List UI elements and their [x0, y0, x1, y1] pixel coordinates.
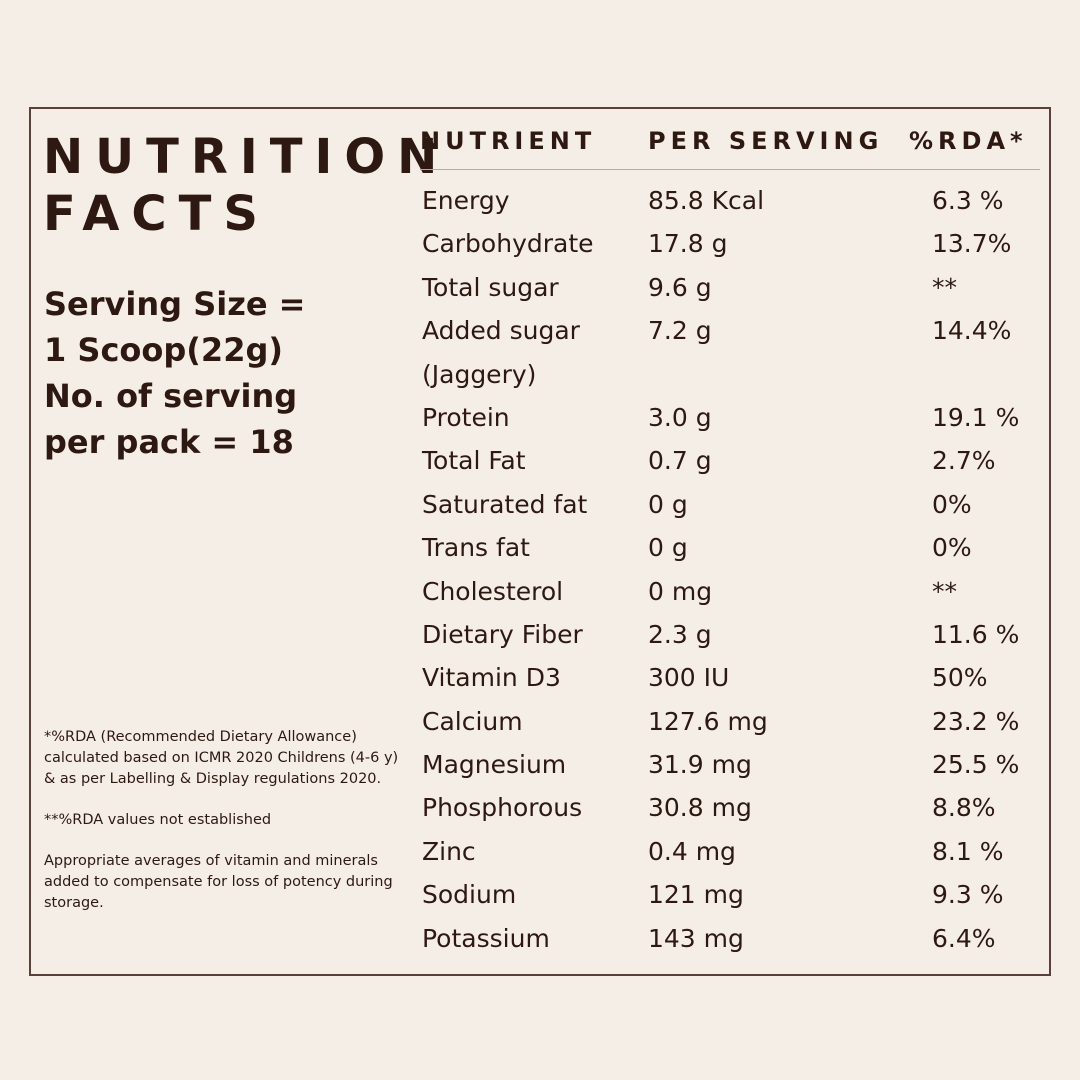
footnote-rda: *%RDA (Recommended Dietary Allowance) ca… — [44, 729, 399, 787]
left-column: NUTRITION FACTS Serving Size = 1 Scoop(2… — [43, 129, 450, 465]
header-nutrient: NUTRIENT — [420, 127, 597, 155]
table-row: Magnesium 31.9 mg 25.5 % — [420, 743, 1040, 786]
table-row: Zinc 0.4 mg 8.1 % — [420, 830, 1040, 873]
nutrient-cell: Vitamin D3 — [422, 663, 561, 693]
table-row: Vitamin D3 300 IU 50% — [420, 656, 1040, 699]
serving-line-3: No. of serving — [44, 377, 298, 415]
title-line-1: NUTRITION — [43, 129, 450, 185]
serving-line-2: 1 Scoop(22g) — [44, 331, 283, 369]
table-row: Dietary Fiber 2.3 g 11.6 % — [420, 613, 1040, 656]
header-per-serving: PER SERVING — [648, 127, 884, 155]
footnotes: *%RDA (Recommended Dietary Allowance) ca… — [44, 727, 404, 934]
per-serving-cell: 0.7 g — [648, 446, 712, 476]
per-serving-cell: 300 IU — [648, 663, 730, 693]
nutrient-cell: Cholesterol — [422, 576, 564, 606]
panel-title: NUTRITION FACTS — [43, 129, 450, 243]
per-serving-cell: 0.4 mg — [648, 836, 736, 866]
nutrient-cell: Total Fat — [422, 446, 526, 476]
serving-line-1: Serving Size = — [44, 285, 306, 323]
table-row: Carbohydrate 17.8 g 13.7% — [420, 222, 1040, 265]
header-rda: %RDA* — [909, 127, 1028, 155]
per-serving-cell: 0 g — [648, 489, 688, 519]
nutrient-cell: Phosphorous — [422, 793, 583, 823]
per-serving-cell: 31.9 mg — [648, 750, 752, 780]
serving-line-4: per pack = 18 — [44, 423, 294, 461]
nutrient-cell: Energy — [422, 186, 510, 215]
per-serving-cell: 2.3 g — [648, 619, 712, 649]
nutrient-cell: Sodium — [422, 880, 517, 910]
rda-cell: 0% — [932, 533, 972, 563]
per-serving-cell: 0 mg — [648, 576, 713, 606]
table-row: Saturated fat 0 g 0% — [420, 483, 1040, 526]
nutrient-cell: Trans fat — [422, 533, 530, 563]
per-serving-cell: 121 mg — [648, 880, 744, 910]
rda-cell: 50% — [932, 663, 988, 693]
table-row: Protein 3.0 g 19.1 % — [420, 396, 1040, 439]
nutrient-cell: Calcium — [422, 706, 523, 736]
table-row: Cholesterol 0 mg ** — [420, 570, 1040, 613]
serving-info: Serving Size = 1 Scoop(22g) No. of servi… — [44, 281, 403, 465]
nutrient-cell: Magnesium — [422, 750, 567, 780]
rda-cell: 13.7% — [932, 229, 1012, 259]
table-row: Phosphorous 30.8 mg 8.8% — [420, 786, 1040, 829]
table-row: Added sugar (Jaggery) 7.2 g 14.4% — [420, 309, 1040, 396]
nutrition-panel: NUTRITION FACTS Serving Size = 1 Scoop(2… — [29, 107, 1051, 976]
nutrient-cell: Potassium — [422, 923, 550, 953]
rda-cell: 0% — [932, 489, 972, 519]
table-row: Total Fat 0.7 g 2.7% — [420, 439, 1040, 482]
rda-cell: 25.5 % — [932, 750, 1020, 780]
rda-cell: 9.3 % — [932, 880, 1004, 910]
footnote-not-established: **%RDA values not established — [44, 812, 272, 828]
per-serving-cell: 85.8 Kcal — [648, 186, 765, 215]
rda-cell: 8.1 % — [932, 836, 1004, 866]
table-row: Total sugar 9.6 g ** — [420, 266, 1040, 309]
rda-cell: 2.7% — [932, 446, 996, 476]
per-serving-cell: 7.2 g — [648, 316, 712, 346]
footnote-averages: Appropriate averages of vitamin and mine… — [44, 853, 393, 911]
nutrient-cell: Protein — [422, 402, 510, 432]
per-serving-cell: 0 g — [648, 533, 688, 563]
rda-cell: 19.1 % — [932, 402, 1020, 432]
table-header: NUTRIENT PER SERVING %RDA* — [420, 125, 1040, 170]
rda-cell: 14.4% — [932, 316, 1012, 346]
per-serving-cell: 9.6 g — [648, 272, 712, 302]
rda-cell: 11.6 % — [932, 619, 1020, 649]
per-serving-cell: 30.8 mg — [648, 793, 752, 823]
table-row: Trans fat 0 g 0% — [420, 526, 1040, 569]
rda-cell: 23.2 % — [932, 706, 1020, 736]
per-serving-cell: 3.0 g — [648, 402, 712, 432]
nutrient-cell: Saturated fat — [422, 489, 588, 519]
per-serving-cell: 127.6 mg — [648, 706, 768, 736]
per-serving-cell: 17.8 g — [648, 229, 728, 259]
title-line-2: FACTS — [43, 186, 270, 242]
rda-cell: ** — [932, 272, 957, 302]
table-row: Calcium 127.6 mg 23.2 % — [420, 700, 1040, 743]
per-serving-cell: 143 mg — [648, 923, 744, 953]
table-row: Sodium 121 mg 9.3 % — [420, 873, 1040, 916]
rda-cell: 6.4% — [932, 923, 996, 953]
rda-cell: 8.8% — [932, 793, 996, 823]
rda-cell: 6.3 % — [932, 186, 1004, 215]
rda-cell: ** — [932, 576, 957, 606]
table-row: Potassium 143 mg 6.4% — [420, 917, 1040, 960]
table-row: Energy 85.8 Kcal 6.3 % — [420, 179, 1040, 222]
nutrient-cell: Added sugar (Jaggery) — [422, 316, 580, 389]
nutrient-cell: Zinc — [422, 836, 476, 866]
nutrient-cell: Carbohydrate — [422, 229, 594, 259]
table-body: Energy 85.8 Kcal 6.3 % Carbohydrate 17.8 g 13… — [420, 179, 1040, 960]
nutrient-cell: Total sugar — [422, 272, 559, 302]
nutrient-cell: Dietary Fiber — [422, 619, 583, 649]
